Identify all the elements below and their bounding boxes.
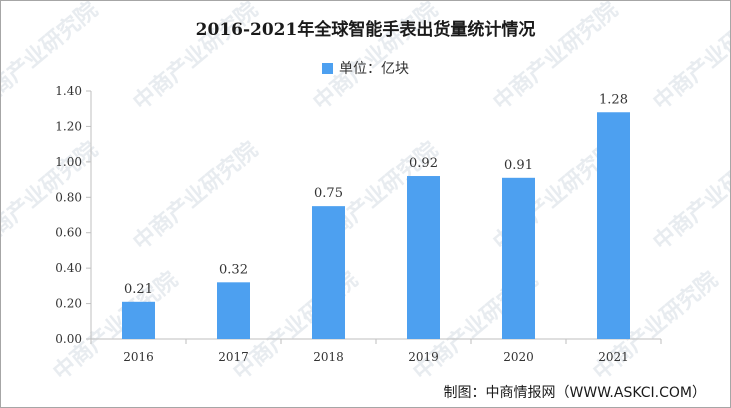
legend: 单位：亿块 bbox=[1, 58, 730, 78]
data-label: 0.21 bbox=[124, 282, 153, 297]
y-tick-label: 0.20 bbox=[55, 297, 82, 311]
y-tick-label: 0.00 bbox=[55, 332, 82, 346]
source-note: 制图：中商情报网（WWW.ASKCI.COM） bbox=[443, 385, 706, 401]
chart-title: 2016-2021年全球智能手表出货量统计情况 bbox=[195, 20, 536, 40]
x-tick-label: 2017 bbox=[218, 350, 249, 364]
data-label: 0.32 bbox=[219, 262, 248, 277]
y-tick-label: 1.40 bbox=[55, 84, 82, 98]
x-tick-label: 2016 bbox=[123, 350, 154, 364]
bar bbox=[312, 206, 345, 339]
x-tick-label: 2020 bbox=[503, 350, 534, 364]
legend-label: 单位：亿块 bbox=[339, 61, 409, 77]
data-label: 0.75 bbox=[314, 186, 343, 201]
x-tick-label: 2021 bbox=[598, 350, 629, 364]
bar bbox=[217, 282, 250, 339]
y-tick-label: 1.20 bbox=[55, 119, 82, 133]
data-label: 0.92 bbox=[409, 156, 438, 171]
x-tick-label: 2018 bbox=[313, 350, 344, 364]
y-tick-label: 0.80 bbox=[55, 190, 82, 204]
y-tick-label: 0.60 bbox=[55, 226, 82, 240]
bar bbox=[502, 177, 535, 339]
y-tick-label: 1.00 bbox=[55, 155, 82, 169]
bar bbox=[407, 176, 440, 339]
x-tick-label: 2019 bbox=[408, 350, 439, 364]
y-tick-label: 0.40 bbox=[55, 261, 82, 275]
data-label: 1.28 bbox=[599, 92, 628, 107]
bar bbox=[597, 112, 630, 339]
bar bbox=[122, 301, 155, 339]
legend-swatch bbox=[322, 62, 333, 74]
data-label: 0.91 bbox=[504, 158, 533, 173]
